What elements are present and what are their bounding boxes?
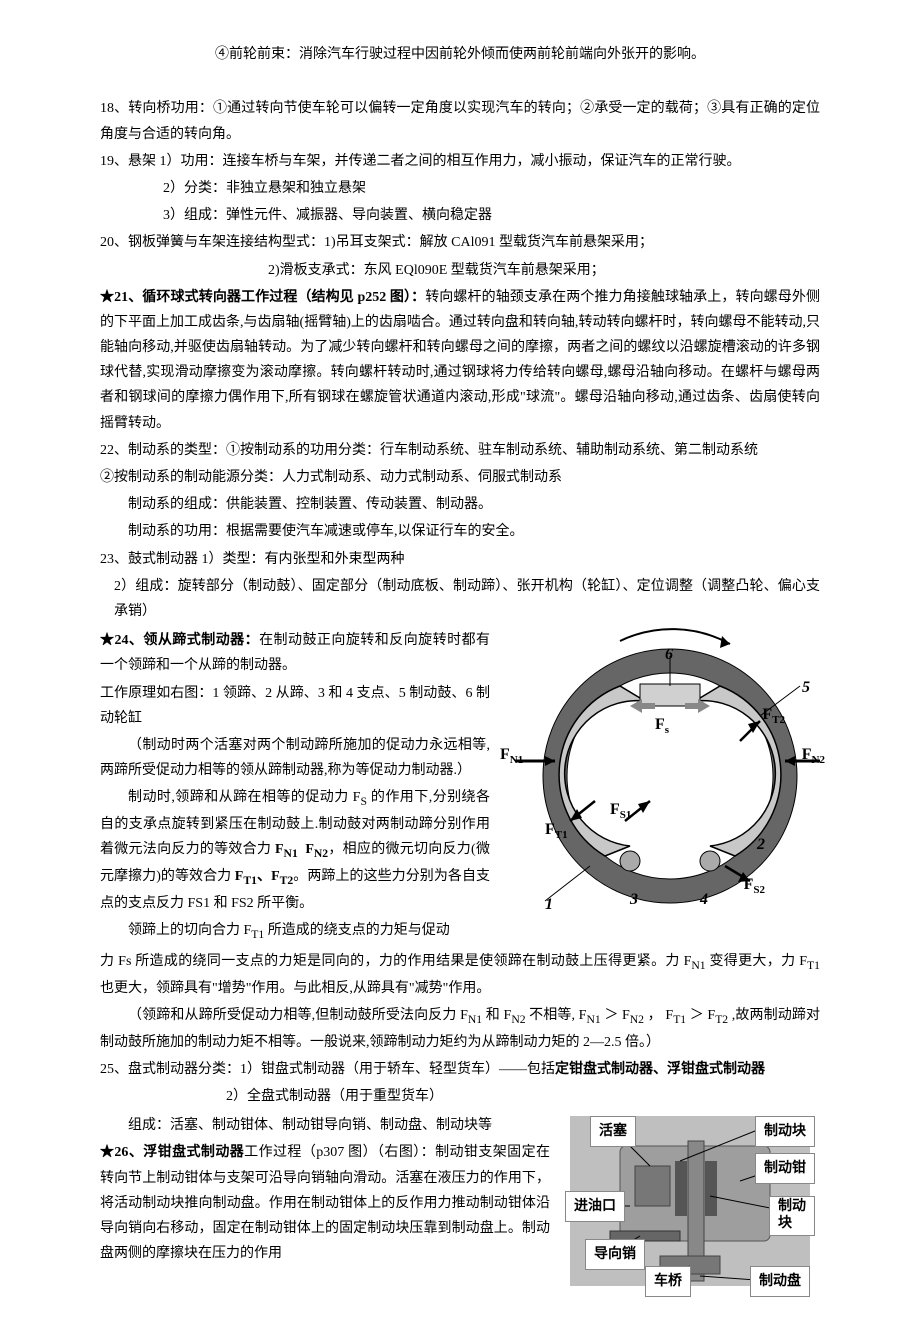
drum-brake-diagram: FN1 FN2 FT1 FT2 FS1 FS2 Fs 1 2 3 4 5 6 <box>500 626 820 926</box>
label-5: 5 <box>802 674 810 703</box>
label-piston: 活塞 <box>590 1116 636 1147</box>
label-FT1: FT1 <box>545 816 568 846</box>
p21-title: ★21、循环球式转向器工作过程（结构见 p252 图）： <box>100 290 425 305</box>
p24-title: ★24、领从蹄式制动器： <box>100 633 259 648</box>
p19c: 3）组成：弹性元件、减振器、导向装置、横向稳定器 <box>100 203 820 228</box>
label-FS1: FS1 <box>610 796 631 826</box>
label-2: 2 <box>757 831 765 860</box>
label-axle: 车桥 <box>645 1266 691 1297</box>
p26-body: 工作过程（p307 图）（右图）：制动钳支架固定在转向节上制动钳体与支架可沿导向… <box>100 1145 550 1261</box>
p20a: 20、钢板弹簧与车架连接结构型式：1)吊耳支架式：解放 CAl091 型载货汽车… <box>100 230 820 255</box>
p21: ★21、循环球式转向器工作过程（结构见 p252 图）：转向螺杆的轴颈支承在两个… <box>100 285 820 436</box>
line-front-toe: ④前轮前束：消除汽车行驶过程中因前轮外倾而使两前轮前端向外张开的影响。 <box>100 42 820 67</box>
p19a: 19、悬架 1）功用：连接车桥与车架，并传递二者之间的相互作用力，减小振动，保证… <box>100 149 820 174</box>
p24-body5-cont: 力 Fs 所造成的绕同一支点的力矩是同向的，力的作用结果是使领蹄在制动鼓上压得更… <box>100 949 820 1001</box>
label-4: 4 <box>700 886 708 915</box>
p22a: 22、制动系的类型：①按制动系的功用分类：行车制动系统、驻车制动系统、辅助制动系… <box>100 438 820 463</box>
p24-body5-start: 领蹄上的切向合力 FT1 所造成的绕支点的力矩与促动 <box>100 918 490 945</box>
label-inlet: 进油口 <box>565 1191 625 1222</box>
label-pad: 制动块 <box>755 1116 815 1147</box>
p25a: 25、盘式制动器分类：1）钳盘式制动器（用于轿车、轻型货车）——包括定钳盘式制动… <box>100 1057 820 1082</box>
label-3: 3 <box>630 886 638 915</box>
p25b: 2）全盘式制动器（用于重型货车） <box>100 1084 820 1109</box>
label-pad2: 制动 块 <box>769 1196 815 1236</box>
p23b: 2）组成：旋转部分（制动鼓）、固定部分（制动底板、制动蹄）、张开机构（轮缸）、定… <box>100 574 820 624</box>
p19b: 2）分类：非独立悬架和独立悬架 <box>100 176 820 201</box>
label-FN1: FN1 <box>500 741 523 771</box>
label-guide: 导向销 <box>585 1239 645 1270</box>
label-FT2: FT2 <box>762 701 785 731</box>
p18: 18、转向桥功用：①通过转向节使车轮可以偏转一定角度以实现汽车的转向；②承受一定… <box>100 96 820 146</box>
p20b: 2)滑板支承式：东风 EQl090E 型载货汽车前悬架采用； <box>100 258 820 283</box>
p23a: 23、鼓式制动器 1）类型：有内张型和外束型两种 <box>100 547 820 572</box>
p22c: 制动系的组成：供能装置、控制装置、传动装置、制动器。 <box>100 492 820 517</box>
label-FN2: FN2 <box>802 741 825 771</box>
p24-body6: （领蹄和从蹄所受促动力相等,但制动鼓所受法向反力 FN1 和 FN2 不相等, … <box>100 1003 820 1055</box>
p26: ★26、浮钳盘式制动器工作过程（p307 图）（右图）：制动钳支架固定在转向节上… <box>100 1140 550 1266</box>
label-1: 1 <box>545 891 553 920</box>
p24-body2: 工作原理如右图：1 领蹄、2 从蹄、3 和 4 支点、5 制动鼓、6 制动轮缸 <box>100 681 490 731</box>
p25c: 组成：活塞、制动钳体、制动钳导向销、制动盘、制动块等 <box>100 1113 550 1138</box>
label-FS2: FS2 <box>744 871 765 901</box>
caliper-brake-diagram: 活塞 制动块 制动钳 制动 块 进油口 导向销 车桥 制动盘 <box>560 1111 820 1291</box>
p22d: 制动系的功用：根据需要使汽车减速或停车,以保证行车的安全。 <box>100 519 820 544</box>
p24-body3: （制动时两个活塞对两个制动蹄所施加的促动力永远相等,两蹄所受促动力相等的领从蹄制… <box>100 733 490 783</box>
p24-body4: 制动时,领蹄和从蹄在相等的促动力 FS 的作用下,分别绕各自的支承点旋转到紧压在… <box>100 785 490 916</box>
drum-brake-svg <box>500 626 820 926</box>
p22b: ②按制动系的制动能源分类：人力式制动系、动力式制动系、伺服式制动系 <box>100 465 820 490</box>
label-disc: 制动盘 <box>750 1266 810 1297</box>
label-6: 6 <box>665 641 673 670</box>
p24-line1: ★24、领从蹄式制动器：在制动鼓正向旋转和反向旋转时都有一个领蹄和一个从蹄的制动… <box>100 628 490 678</box>
label-Fs: Fs <box>655 711 669 741</box>
p21-body: 转向螺杆的轴颈支承在两个推力角接触球轴承上，转向螺母外侧的下平面上加工成齿条,与… <box>100 290 820 431</box>
label-caliper: 制动钳 <box>755 1153 815 1184</box>
p26-title: ★26、浮钳盘式制动器 <box>100 1145 244 1160</box>
